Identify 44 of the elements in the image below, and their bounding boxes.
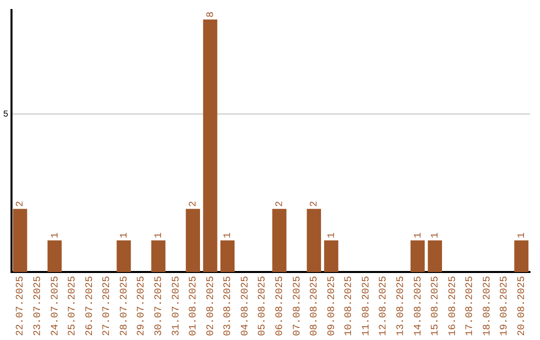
x-tick-label: 03.08.2025 (223, 276, 234, 336)
x-tick-label: 19.08.2025 (500, 276, 511, 336)
data-label: 1 (516, 232, 528, 238)
data-label: 1 (50, 232, 62, 238)
x-tick-label: 14.08.2025 (413, 276, 424, 336)
x-tick-label: 17.08.2025 (465, 276, 476, 336)
data-label: 2 (310, 200, 321, 207)
x-tick-label: 28.07.2025 (119, 276, 130, 336)
data-label: 1 (119, 232, 130, 238)
x-tick-label: 13.08.2025 (396, 276, 407, 336)
x-tick-label: 16.08.2025 (448, 276, 459, 336)
x-tick-label: 30.07.2025 (154, 276, 165, 336)
x-tick-label: 18.08.2025 (482, 276, 494, 336)
data-label: 2 (16, 200, 27, 207)
x-tick-label: 04.08.2025 (240, 276, 252, 336)
x-tick-label: 31.07.2025 (171, 276, 182, 336)
x-tick-label: 02.08.2025 (206, 276, 217, 336)
x-tick-label: 20.08.2025 (516, 276, 528, 336)
data-label: 2 (188, 200, 200, 207)
x-tick-label: 27.07.2025 (102, 276, 114, 336)
x-tick-label: 29.07.2025 (136, 276, 148, 336)
data-label: 8 (206, 11, 217, 18)
data-label: 1 (413, 232, 424, 238)
x-tick-label: 05.08.2025 (258, 276, 269, 336)
x-tick-label: 25.07.2025 (68, 276, 79, 336)
x-tick-label: 06.08.2025 (274, 276, 286, 336)
x-tick-label: 11.08.2025 (361, 276, 372, 336)
data-label: 1 (430, 232, 442, 238)
x-tick-label: 12.08.2025 (378, 276, 390, 336)
x-tick-label: 22.07.2025 (16, 276, 27, 336)
x-tick-label: 24.07.2025 (50, 276, 62, 336)
x-tick-label: 23.07.2025 (32, 276, 44, 336)
data-label: 1 (326, 232, 338, 238)
x-tick-label: 09.08.2025 (326, 276, 338, 336)
data-label: 1 (223, 232, 234, 238)
x-tick-label: 01.08.2025 (188, 276, 200, 336)
data-label: 2 (274, 200, 286, 207)
data-label: 1 (154, 232, 165, 238)
x-tick-label: 07.08.2025 (292, 276, 304, 336)
x-tick-label: 08.08.2025 (310, 276, 321, 336)
y-tick-label: 5 (2, 110, 8, 120)
x-tick-label: 26.07.2025 (84, 276, 96, 336)
x-tick-label: 10.08.2025 (344, 276, 356, 336)
x-tick-label: 15.08.2025 (430, 276, 442, 336)
